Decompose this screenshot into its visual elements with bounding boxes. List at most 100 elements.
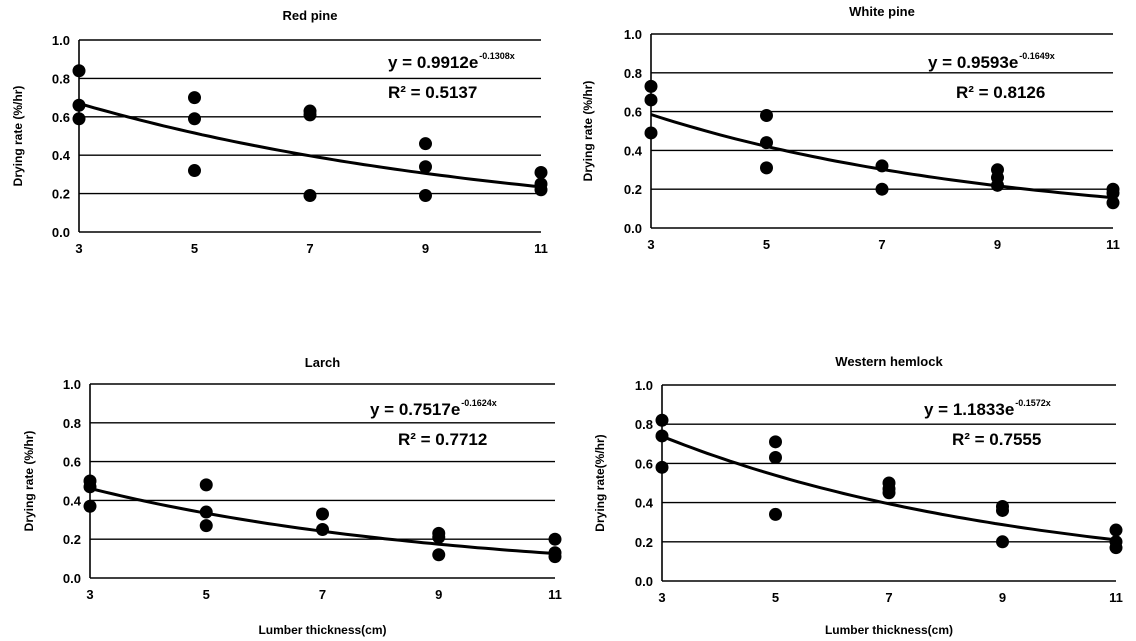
data-point bbox=[199, 505, 213, 519]
chart-panel-2: White pine 0.0 0.2 0.4 0.6 0.8 1.0 3 5 7 9 11 Drying… bbox=[581, 4, 1120, 252]
y-tick-label: 0.2 bbox=[63, 532, 81, 547]
y-tick-label: 0.4 bbox=[635, 496, 654, 511]
y-tick-label: 0.8 bbox=[635, 417, 653, 432]
data-point bbox=[996, 503, 1009, 517]
y-tick-label: 0.4 bbox=[624, 143, 643, 158]
x-axis-label: Lumber thickness(cm) bbox=[825, 623, 953, 637]
x-tick-label: 9 bbox=[422, 241, 429, 256]
x-tick-label: 9 bbox=[999, 590, 1006, 605]
data-point bbox=[419, 137, 432, 151]
y-tick-label: 0.0 bbox=[635, 574, 653, 589]
x-tick-label: 7 bbox=[878, 237, 885, 252]
y-tick-label: 0.0 bbox=[624, 221, 642, 236]
data-point bbox=[769, 435, 782, 449]
r-squared-label: R² = 0.5137 bbox=[388, 83, 477, 102]
data-point bbox=[316, 507, 329, 521]
data-point bbox=[655, 429, 669, 443]
data-point bbox=[432, 548, 446, 562]
data-point bbox=[188, 91, 201, 105]
y-tick-label: 0.0 bbox=[52, 225, 70, 240]
y-tick-label: 0.4 bbox=[52, 148, 71, 163]
equation-exponent: -0.1649x bbox=[1019, 51, 1055, 61]
data-point bbox=[760, 136, 773, 150]
y-tick-label: 0.4 bbox=[63, 493, 82, 508]
chart-title: White pine bbox=[849, 4, 915, 19]
x-tick-label: 11 bbox=[534, 241, 548, 256]
x-tick-label: 11 bbox=[548, 587, 562, 602]
chart-title: Larch bbox=[305, 355, 340, 370]
data-point bbox=[760, 108, 773, 122]
data-point bbox=[644, 79, 658, 93]
y-tick-label: 0.2 bbox=[52, 187, 70, 202]
y-tick-label: 0.6 bbox=[63, 455, 81, 470]
data-point bbox=[644, 126, 658, 140]
chart-panel-3: Larch 0.0 0.2 0.4 0.6 0.8 1.0 3 5 7 9 11 Drying rate… bbox=[22, 355, 562, 637]
y-tick-label: 0.6 bbox=[52, 110, 70, 125]
x-tick-label: 3 bbox=[75, 241, 82, 256]
data-point bbox=[419, 189, 432, 203]
x-tick-label: 5 bbox=[763, 237, 770, 252]
y-tick-label: 1.0 bbox=[624, 27, 642, 42]
y-tick-label: 0.8 bbox=[63, 416, 81, 431]
data-point bbox=[991, 178, 1004, 192]
r-squared-label: R² = 0.7555 bbox=[952, 430, 1041, 449]
y-tick-label: 1.0 bbox=[63, 377, 81, 392]
data-point bbox=[199, 478, 213, 492]
data-point bbox=[548, 550, 562, 564]
y-axis-label: Drying rate (%/hr) bbox=[22, 431, 36, 532]
x-axis-label: Lumber thickness(cm) bbox=[258, 623, 386, 637]
x-tick-label: 9 bbox=[994, 237, 1001, 252]
equation-base: y = 0.7517e bbox=[370, 400, 460, 419]
x-tick-label: 11 bbox=[1106, 237, 1120, 252]
r-squared-label: R² = 0.8126 bbox=[956, 83, 1045, 102]
x-tick-label: 3 bbox=[647, 237, 654, 252]
r-squared-label: R² = 0.7712 bbox=[398, 430, 487, 449]
x-tick-label: 3 bbox=[658, 590, 665, 605]
data-point bbox=[303, 189, 317, 203]
equation-exponent: -0.1624x bbox=[461, 398, 497, 408]
data-point bbox=[760, 161, 773, 175]
data-point bbox=[72, 112, 86, 126]
y-tick-label: 1.0 bbox=[52, 33, 70, 48]
data-point bbox=[83, 480, 97, 494]
data-point bbox=[303, 108, 317, 122]
data-point bbox=[1109, 523, 1123, 537]
y-tick-label: 0.6 bbox=[624, 105, 642, 120]
x-tick-label: 7 bbox=[885, 590, 892, 605]
y-tick-label: 1.0 bbox=[635, 378, 653, 393]
trendline-equation: y = 1.1833e-0.1572x bbox=[924, 398, 1051, 419]
data-point bbox=[188, 164, 201, 178]
equation-exponent: -0.1308x bbox=[479, 51, 515, 61]
equation-base: y = 0.9593e bbox=[928, 53, 1018, 72]
y-tick-label: 0.0 bbox=[63, 571, 81, 586]
data-point bbox=[1109, 541, 1123, 555]
equation-base: y = 0.9912e bbox=[388, 53, 478, 72]
x-tick-label: 7 bbox=[319, 587, 326, 602]
y-tick-label: 0.6 bbox=[635, 456, 653, 471]
data-point bbox=[534, 165, 548, 179]
trendline bbox=[78, 102, 542, 189]
chart-title: Red pine bbox=[283, 8, 338, 23]
data-point bbox=[655, 460, 669, 474]
y-tick-label: 0.2 bbox=[635, 535, 653, 550]
data-point bbox=[882, 486, 896, 500]
data-point bbox=[72, 98, 86, 112]
x-tick-label: 5 bbox=[203, 587, 210, 602]
chart-title: Western hemlock bbox=[835, 354, 943, 369]
data-point bbox=[875, 159, 889, 173]
data-point bbox=[1106, 186, 1120, 200]
y-tick-label: 0.8 bbox=[52, 71, 70, 86]
data-point bbox=[548, 532, 562, 546]
data-point bbox=[432, 530, 446, 544]
data-point bbox=[199, 519, 213, 533]
y-axis-label: Drying rate (%/hr) bbox=[581, 81, 595, 182]
trendline-equation: y = 0.9593e-0.1649x bbox=[928, 51, 1055, 72]
data-point bbox=[655, 413, 669, 427]
data-point bbox=[534, 183, 548, 197]
data-point bbox=[644, 93, 658, 107]
data-point bbox=[769, 507, 782, 521]
x-tick-label: 5 bbox=[191, 241, 198, 256]
equation-base: y = 1.1833e bbox=[924, 400, 1014, 419]
trendline bbox=[89, 486, 556, 556]
